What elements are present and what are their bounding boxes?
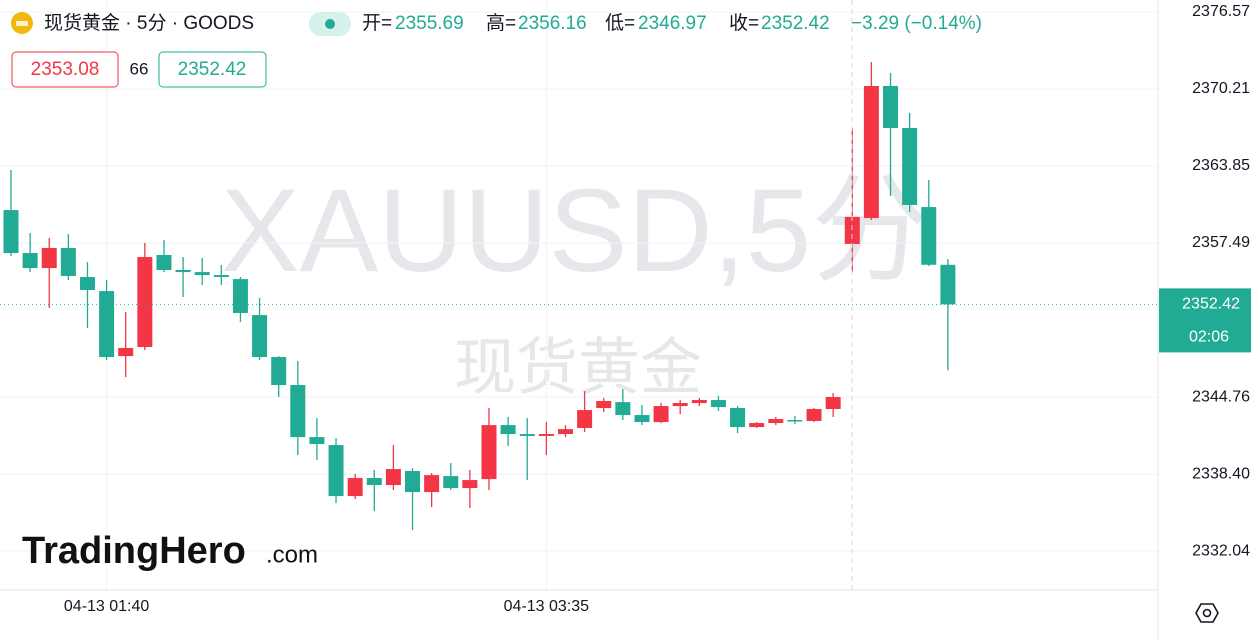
candle-body: [538, 434, 554, 436]
ask-button[interactable]: [11, 51, 119, 88]
countdown-label: 02:06: [1189, 329, 1229, 346]
symbol-title[interactable]: 现货黄金 · 5分 · GOODS: [44, 12, 254, 34]
candle-body: [118, 347, 134, 357]
candle-body: [481, 425, 497, 480]
ohlc-value: 2346.97: [638, 13, 707, 34]
candle-body: [366, 478, 382, 486]
candle-body: [730, 408, 746, 428]
settings-icon-dot: [1202, 608, 1212, 618]
brand: TradingHero: [22, 530, 246, 572]
y-tick-label: 2344.76: [1192, 388, 1250, 405]
ohlc-value: 2352.42: [761, 13, 830, 34]
candle-body: [653, 406, 669, 423]
y-tick-label: 2332.04: [1192, 542, 1250, 559]
ohlc-label: 开=: [362, 13, 392, 34]
candle-body: [194, 272, 210, 276]
symbol-icon-bar: [16, 21, 28, 26]
candle-body: [768, 419, 784, 424]
candle-body: [596, 401, 612, 409]
candle-body: [156, 254, 172, 270]
candle-body: [634, 415, 650, 423]
candle-body: [405, 470, 421, 493]
candle-body: [309, 437, 325, 444]
candle-body: [787, 420, 803, 422]
ohlc-value: 2355.69: [395, 13, 464, 34]
ohlc-label: 收=: [729, 12, 759, 34]
candle-body: [863, 85, 879, 219]
candle-body: [443, 476, 459, 489]
brand-suffix: .com: [266, 541, 318, 568]
candle-body: [462, 480, 478, 489]
ask-price: 2353.08: [31, 59, 100, 80]
candle-body: [672, 403, 688, 407]
candle-body: [347, 478, 363, 497]
y-tick-label: 2363.85: [1192, 157, 1250, 174]
candle-body: [213, 275, 229, 278]
candle-body: [710, 400, 726, 408]
candle-body: [290, 385, 306, 438]
candle-body: [806, 408, 822, 421]
candle-body: [99, 291, 115, 358]
bid-price: 2352.42: [178, 59, 247, 80]
x-tick-label: 04-13 01:40: [64, 598, 150, 615]
candle-body: [577, 410, 593, 429]
candle-body: [691, 400, 707, 404]
candle-body: [825, 397, 841, 409]
candle-body: [271, 357, 287, 386]
candle-body: [252, 315, 268, 358]
change: −3.29 (−0.14%): [851, 13, 982, 34]
candle-body: [519, 434, 535, 436]
candle-body: [232, 279, 248, 313]
plot-area: [0, 0, 1158, 590]
candle-body: [22, 253, 38, 269]
y-tick-label: 2370.21: [1192, 80, 1250, 97]
watermark-name: 现货黄金: [454, 333, 702, 402]
last-price-box: [1159, 288, 1251, 353]
watermark-symbol: XAUUSD,5分: [221, 165, 929, 297]
candle-body: [3, 210, 19, 254]
candle-body: [175, 269, 191, 273]
ohlc-label: 低=: [605, 12, 635, 34]
last-price-label: 2352.42: [1182, 296, 1240, 313]
candle-body: [940, 264, 956, 305]
x-tick-label: 04-13 03:35: [504, 598, 590, 615]
candle-body: [137, 257, 153, 348]
spread: 66: [130, 59, 149, 78]
bid-button[interactable]: [158, 51, 267, 88]
candle-body: [902, 127, 918, 205]
y-tick-label: 2376.57: [1192, 3, 1250, 20]
settings-icon[interactable]: [1195, 603, 1219, 623]
y-tick-label: 2357.49: [1192, 234, 1250, 251]
candle-body: [921, 207, 937, 265]
candle-body: [41, 247, 57, 269]
candle-body: [424, 475, 440, 493]
candle-body: [844, 216, 860, 244]
candle-body: [557, 429, 573, 435]
candle-body: [883, 85, 899, 128]
candle-body: [328, 445, 344, 497]
ohlc-label: 高=: [486, 12, 516, 34]
candle-body: [615, 402, 631, 416]
candle-body: [500, 425, 516, 435]
candle-body: [79, 277, 95, 290]
status-dot: [325, 19, 335, 29]
candle-body: [385, 469, 401, 486]
ohlc-value: 2356.16: [518, 13, 587, 34]
y-tick-label: 2338.40: [1192, 465, 1250, 482]
candle-body: [60, 247, 76, 277]
candle-body: [749, 423, 765, 428]
